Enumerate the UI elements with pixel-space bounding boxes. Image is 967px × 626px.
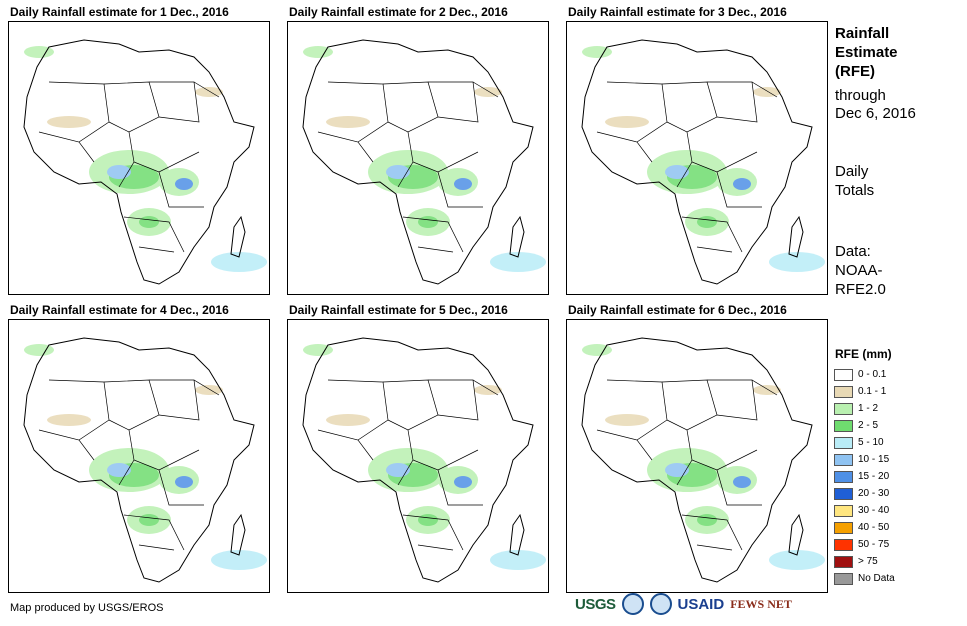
seal-logo-icon bbox=[649, 593, 672, 615]
legend-swatch bbox=[834, 538, 853, 551]
legend-swatch bbox=[834, 436, 853, 449]
legend-label: 15 - 20 bbox=[858, 471, 890, 482]
panel-title: Daily Rainfall estimate for 6 Dec., 2016 bbox=[568, 303, 787, 317]
legend-label: 0 - 0.1 bbox=[858, 369, 887, 380]
legend-swatch bbox=[834, 385, 853, 398]
legend-label: 5 - 10 bbox=[858, 437, 884, 448]
fews-net-logo: FEWS NET bbox=[730, 596, 792, 611]
map-panel-4: Daily Rainfall estimate for 4 Dec., 2016 bbox=[8, 303, 270, 593]
legend-item: 20 - 30 bbox=[834, 485, 895, 502]
legend-item: 10 - 15 bbox=[834, 451, 895, 468]
legend-swatch bbox=[834, 402, 853, 415]
legend-item: 40 - 50 bbox=[834, 519, 895, 536]
legend-swatch bbox=[834, 572, 853, 585]
rainfall-map bbox=[566, 319, 828, 593]
map-panel-2: Daily Rainfall estimate for 2 Dec., 2016 bbox=[287, 5, 549, 295]
legend-label: 0.1 - 1 bbox=[858, 386, 887, 397]
panel-title: Daily Rainfall estimate for 2 Dec., 2016 bbox=[289, 5, 508, 19]
logos: USGS USAID FEWS NET bbox=[575, 593, 792, 615]
legend: 0 - 0.1 0.1 - 1 1 - 2 2 - 5 5 - 10 10 - 15 15 … bbox=[834, 366, 895, 587]
legend-swatch bbox=[834, 521, 853, 534]
map-panel-5: Daily Rainfall estimate for 5 Dec., 2016 bbox=[287, 303, 549, 593]
legend-swatch bbox=[834, 504, 853, 517]
sidebar-heading-1: Rainfall bbox=[835, 25, 890, 42]
map-panel-1: Daily Rainfall estimate for 1 Dec., 2016 bbox=[8, 5, 270, 295]
panel-title: Daily Rainfall estimate for 1 Dec., 2016 bbox=[10, 5, 229, 19]
legend-item: 50 - 75 bbox=[834, 536, 895, 553]
sidebar-data-2: NOAA- bbox=[835, 262, 883, 279]
africa-map-svg bbox=[581, 39, 826, 285]
legend-swatch bbox=[834, 487, 853, 500]
rainfall-map bbox=[8, 319, 270, 593]
legend-label: No Data bbox=[858, 573, 895, 584]
usgs-logo: USGS bbox=[575, 595, 616, 613]
legend-label: 50 - 75 bbox=[858, 539, 890, 550]
rainfall-map bbox=[287, 319, 549, 593]
africa-map-svg bbox=[23, 39, 268, 285]
legend-item: 1 - 2 bbox=[834, 400, 895, 417]
rainfall-map bbox=[566, 21, 828, 295]
sidebar-heading-2: Estimate bbox=[835, 44, 898, 61]
sidebar-totals-2: Totals bbox=[835, 182, 875, 199]
legend-swatch bbox=[834, 419, 853, 432]
africa-map-svg bbox=[302, 39, 547, 285]
legend-label: > 75 bbox=[858, 556, 878, 567]
sidebar-heading-3: (RFE) bbox=[835, 63, 875, 80]
panel-title: Daily Rainfall estimate for 3 Dec., 2016 bbox=[568, 5, 787, 19]
rainfall-map bbox=[287, 21, 549, 295]
africa-map-svg bbox=[302, 337, 547, 583]
legend-item: 2 - 5 bbox=[834, 417, 895, 434]
legend-item: 15 - 20 bbox=[834, 468, 895, 485]
legend-label: 1 - 2 bbox=[858, 403, 879, 414]
legend-label: 30 - 40 bbox=[858, 505, 890, 516]
sidebar-through-1: through bbox=[835, 87, 886, 104]
legend-swatch bbox=[834, 453, 853, 466]
africa-map-svg bbox=[581, 337, 826, 583]
legend-label: 10 - 15 bbox=[858, 454, 890, 465]
sidebar-totals-1: Daily bbox=[835, 163, 869, 180]
legend-label: 2 - 5 bbox=[858, 420, 879, 431]
sidebar-data-1: Data: bbox=[835, 243, 871, 260]
legend-swatch bbox=[834, 470, 853, 483]
map-panel-3: Daily Rainfall estimate for 3 Dec., 2016 bbox=[566, 5, 828, 295]
legend-title: RFE (mm) bbox=[835, 347, 892, 361]
rainfall-map bbox=[8, 21, 270, 295]
map-panel-6: Daily Rainfall estimate for 6 Dec., 2016 bbox=[566, 303, 828, 593]
legend-swatch bbox=[834, 368, 853, 381]
legend-item: 0 - 0.1 bbox=[834, 366, 895, 383]
legend-label: 20 - 30 bbox=[858, 488, 890, 499]
noaa-logo-icon bbox=[621, 593, 644, 615]
legend-label: 40 - 50 bbox=[858, 522, 890, 533]
legend-item: No Data bbox=[834, 570, 895, 587]
legend-item: 30 - 40 bbox=[834, 502, 895, 519]
credit-text: Map produced by USGS/EROS bbox=[10, 602, 164, 614]
legend-item: 5 - 10 bbox=[834, 434, 895, 451]
panel-title: Daily Rainfall estimate for 5 Dec., 2016 bbox=[289, 303, 508, 317]
panel-title: Daily Rainfall estimate for 4 Dec., 2016 bbox=[10, 303, 229, 317]
legend-item: > 75 bbox=[834, 553, 895, 570]
legend-item: 0.1 - 1 bbox=[834, 383, 895, 400]
sidebar-through-2: Dec 6, 2016 bbox=[835, 105, 916, 122]
usaid-logo: USAID bbox=[677, 595, 725, 613]
legend-swatch bbox=[834, 555, 853, 568]
sidebar-data-3: RFE2.0 bbox=[835, 281, 886, 298]
africa-map-svg bbox=[23, 337, 268, 583]
